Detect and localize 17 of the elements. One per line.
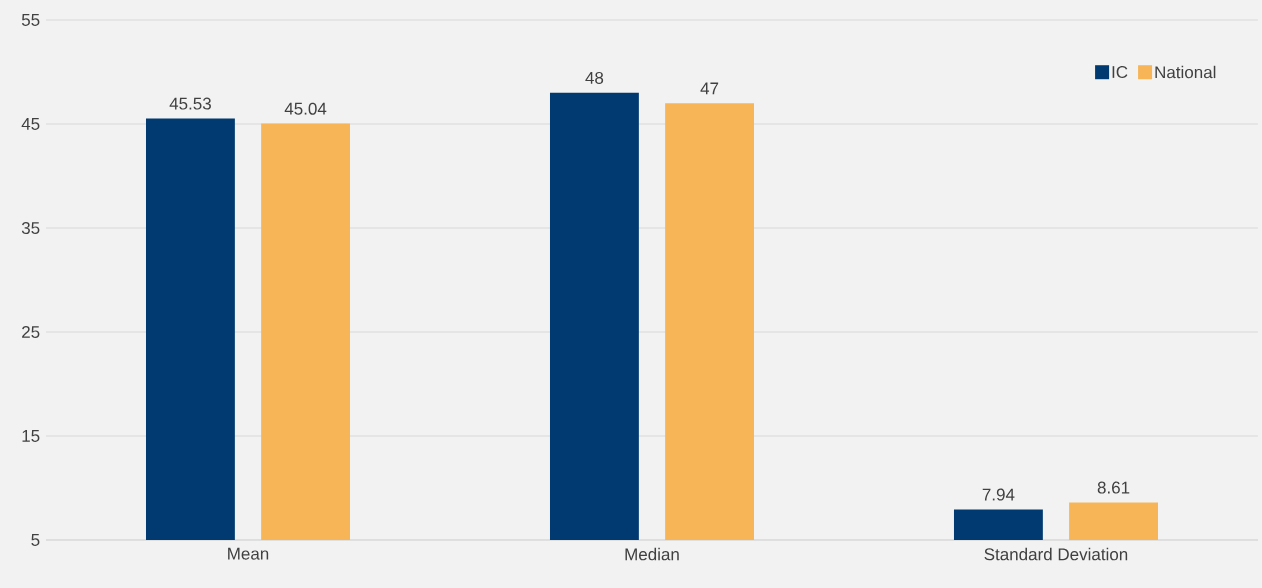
y-tick-label: 35 (21, 221, 40, 235)
y-tick-label: 45 (21, 118, 40, 130)
legend-label: National (1155, 65, 1216, 79)
data-label: 45.04 (284, 102, 327, 115)
data-label: 8.61 (1097, 481, 1130, 494)
y-tick-label: 55 (21, 14, 40, 26)
data-label: 7.94 (982, 488, 1015, 501)
y-tick-label: 15 (22, 430, 40, 442)
y-tick-label: 25 (22, 325, 40, 339)
x-tick-label: Standard Deviation (984, 547, 1128, 561)
data-label: 48 (585, 71, 604, 84)
data-label: 45.53 (169, 97, 211, 110)
x-tick-label: Mean (228, 547, 269, 560)
data-label: 47 (700, 82, 719, 95)
x-tick-label: Median (625, 547, 679, 561)
legend-label: IC (1112, 66, 1128, 79)
y-tick-label: 5 (31, 534, 40, 546)
